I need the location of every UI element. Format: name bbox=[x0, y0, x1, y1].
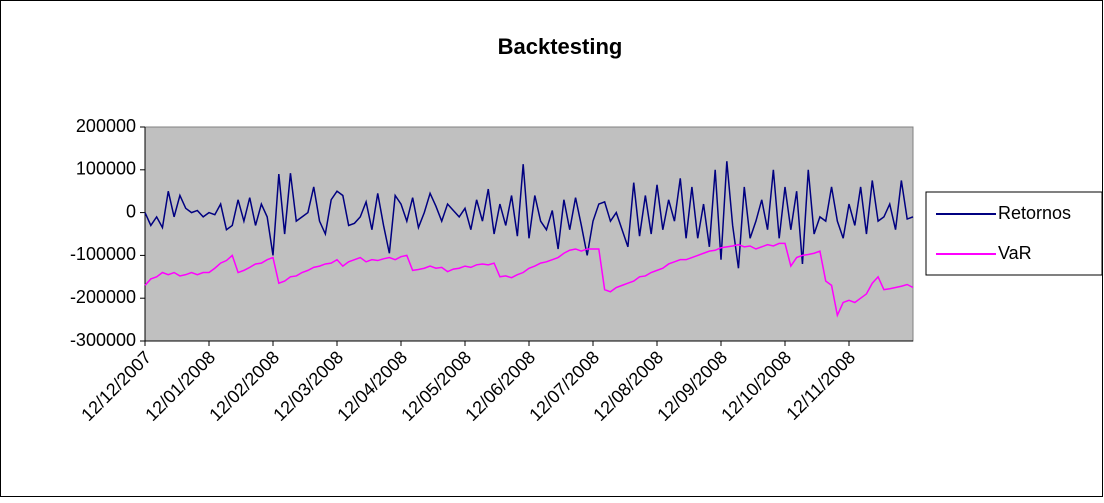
y-tick-label: -100000 bbox=[70, 244, 136, 264]
y-tick-label: 0 bbox=[126, 201, 136, 221]
legend-label: VaR bbox=[998, 243, 1032, 263]
legend-label: Retornos bbox=[998, 203, 1071, 223]
y-tick-label: -200000 bbox=[70, 287, 136, 307]
series-line bbox=[144, 242, 914, 318]
y-tick-label: 100000 bbox=[76, 159, 136, 179]
series-line bbox=[144, 161, 914, 269]
legend-box bbox=[925, 191, 1103, 276]
chart-title: Backtesting bbox=[498, 34, 623, 59]
y-tick-label: 200000 bbox=[76, 116, 136, 136]
y-tick-label: -300000 bbox=[70, 330, 136, 350]
